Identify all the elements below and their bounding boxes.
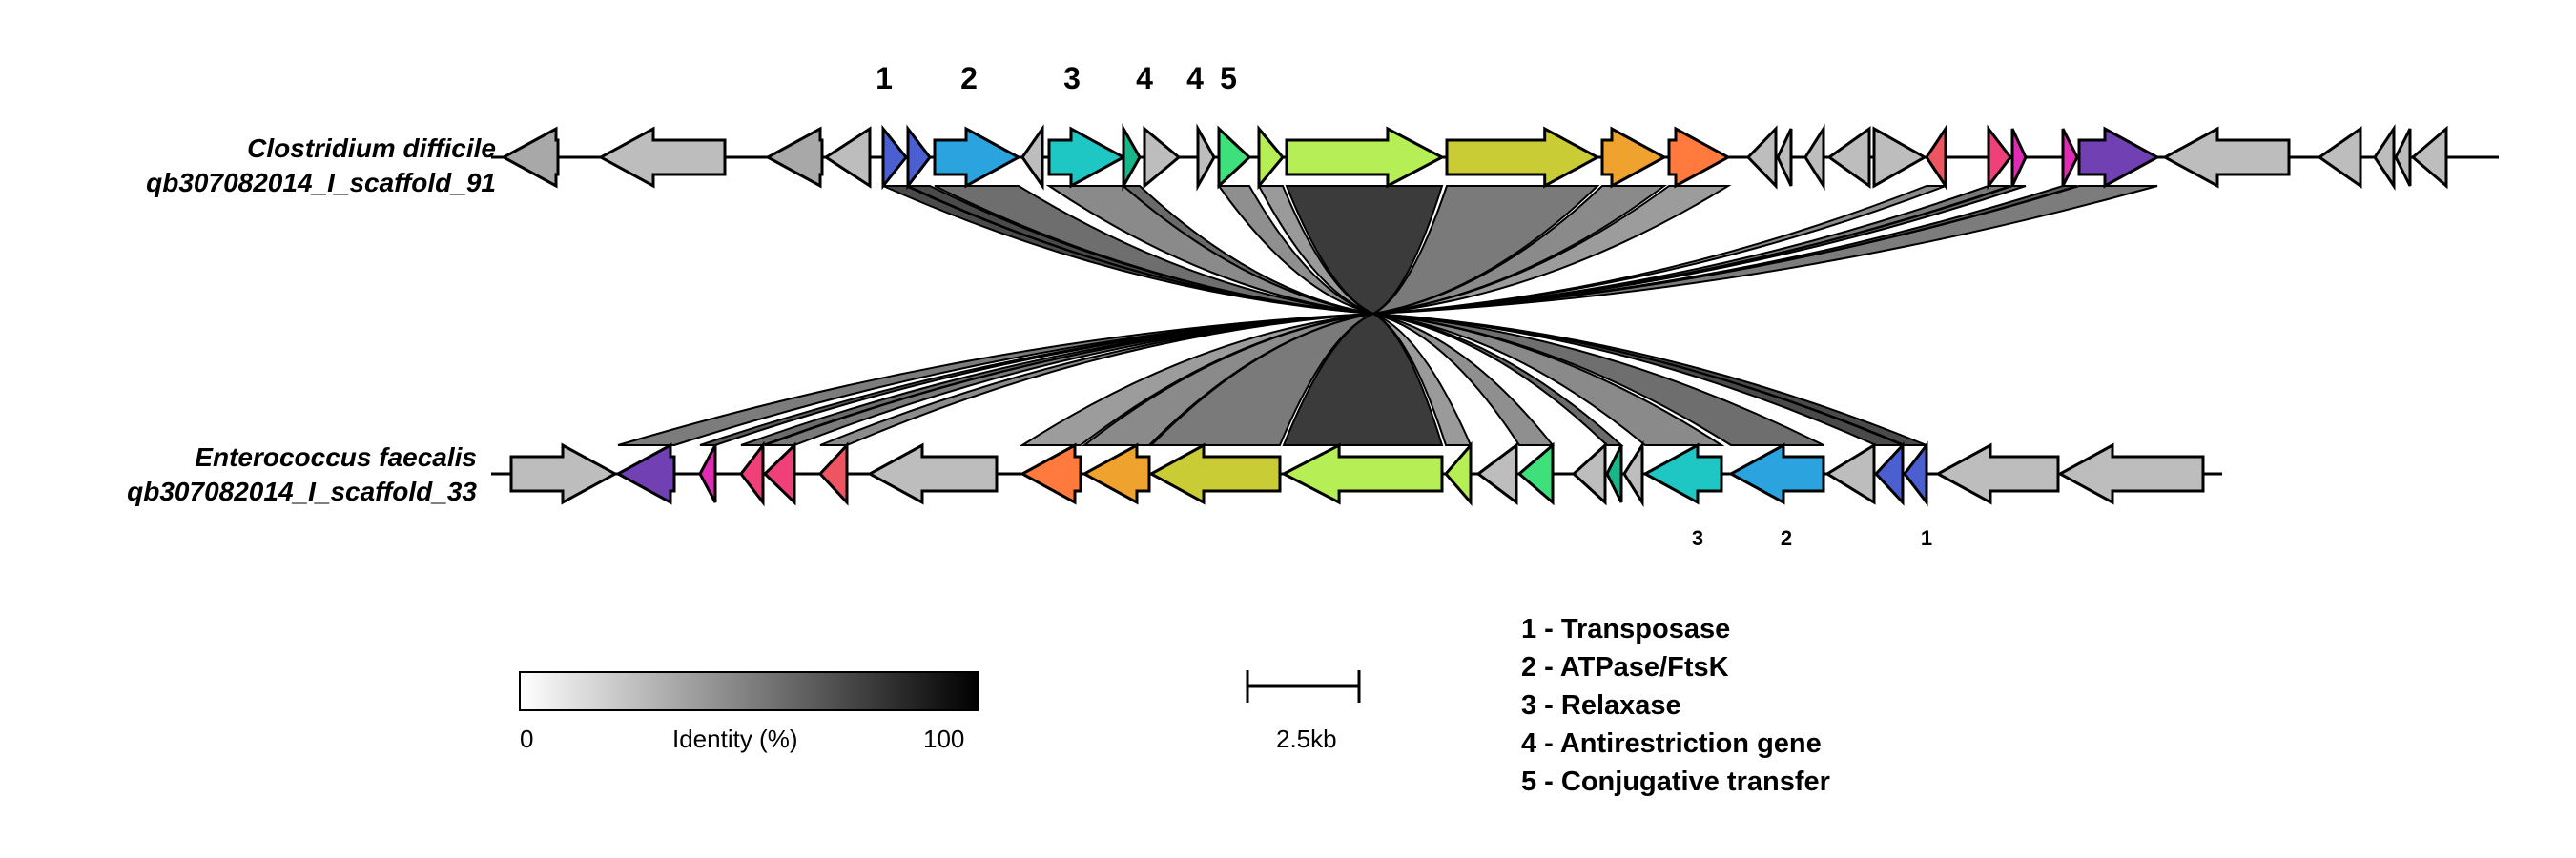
bottom-marker-label: 1	[1921, 526, 1932, 550]
gene-arrow	[1622, 439, 1644, 508]
gene-arrow	[739, 440, 765, 507]
colorbar-max-label: 100	[923, 725, 965, 753]
gene-arrow	[614, 442, 676, 505]
gene-arrow	[1445, 126, 1601, 189]
top-genome-scaffold: qb307082014_I_scaffold_91	[146, 168, 496, 197]
gene-arrow	[1196, 123, 1216, 192]
gene-arrow	[1803, 123, 1825, 192]
gene-arrow	[1934, 442, 2060, 505]
gene-arrow	[2410, 125, 2448, 190]
synteny-link	[1121, 185, 1624, 446]
gene-arrow	[1873, 441, 1905, 506]
identity-colorbar	[519, 671, 979, 711]
top-marker-label: 5	[1220, 61, 1237, 95]
gene-arrow	[2056, 442, 2205, 505]
synteny-link	[1282, 185, 1444, 446]
bottom-genome-label: Enterococcus faecalis qb307082014_I_scaf…	[38, 440, 477, 509]
gene-arrow	[906, 124, 932, 191]
top-genome-track	[491, 123, 2499, 192]
scale-bar-label: 2.5kb	[1276, 725, 1337, 753]
gene-arrow	[1903, 440, 1928, 507]
bottom-genome-track	[491, 439, 2222, 508]
synteny-link	[617, 185, 2158, 446]
gene-arrow	[500, 126, 560, 189]
legend-item-atpase: 2 - ATPase/FtsK	[1521, 652, 1729, 683]
gene-arrow	[1147, 442, 1282, 505]
bottom-genome-name: Enterococcus faecalis	[195, 442, 477, 472]
gene-arrow	[866, 442, 999, 505]
gene-arrow	[1475, 442, 1518, 505]
gene-arrow	[597, 126, 727, 189]
bottom-genome-scaffold: qb307082014_I_scaffold_33	[127, 477, 477, 506]
synteny-links	[617, 185, 2158, 446]
gene-arrow	[1826, 126, 1871, 189]
gene-arrow	[1516, 441, 1555, 506]
gene-arrow	[764, 126, 824, 189]
gene-arrow	[1020, 124, 1044, 191]
top-marker-label: 4	[1186, 61, 1204, 95]
top-genome-name: Clostridium difficile	[247, 133, 496, 163]
top-genome-label: Clostridium difficile qb307082014_I_scaf…	[57, 132, 496, 200]
gene-arrow	[1143, 125, 1182, 190]
gene-arrow	[1600, 126, 1668, 189]
synteny-link	[1019, 185, 1732, 446]
gene-arrow	[1872, 126, 1928, 189]
gene-arrow	[817, 441, 849, 506]
bottom-marker-label: 3	[1692, 526, 1703, 550]
gene-arrow	[1257, 124, 1285, 191]
legend-item-antirestriction: 4 - Antirestriction gene	[1521, 728, 1822, 759]
gene-arrow	[509, 442, 619, 505]
gene-legend: 1 - Transposase 2 - ATPase/FtsK 3 - Rela…	[1521, 610, 1830, 801]
gene-arrow	[2077, 126, 2161, 189]
gene-markers: 1 2 3 4 4 53 2 1	[876, 61, 1932, 550]
synteny-link	[819, 185, 1947, 446]
top-marker-label: 3	[1063, 61, 1081, 95]
top-marker-label: 4	[1136, 61, 1153, 95]
gene-arrow	[2394, 128, 2412, 187]
gene-arrow	[1987, 124, 2012, 191]
gene-arrow	[823, 126, 872, 189]
gene-arrow	[2161, 126, 2291, 189]
top-marker-label: 1	[876, 61, 893, 95]
gene-arrow	[1047, 126, 1127, 189]
legend-item-transposase: 1 - Transposase	[1521, 614, 1731, 644]
gene-arrow	[762, 441, 796, 506]
gene-arrow	[2373, 124, 2396, 191]
gene-arrow	[1727, 442, 1825, 505]
bottom-marker-label: 2	[1781, 526, 1792, 550]
gene-arrow	[1667, 126, 1732, 189]
synteny-link	[934, 185, 1824, 446]
gene-arrow	[1122, 123, 1142, 192]
gene-arrow	[2061, 128, 2079, 187]
gene-arrow	[1280, 442, 1444, 505]
gene-arrow	[1605, 444, 1623, 503]
gene-arrow	[1925, 124, 1947, 191]
gene-arrow	[2317, 126, 2362, 189]
scale-bar	[1246, 670, 1361, 703]
gene-arrow	[2010, 128, 2028, 187]
legend-item-relaxase: 3 - Relaxase	[1521, 690, 1681, 721]
gene-arrow	[1081, 442, 1151, 505]
gene-arrow	[881, 124, 908, 191]
gene-arrow	[1745, 125, 1778, 190]
colorbar-title: Identity (%)	[672, 725, 798, 753]
gene-arrow	[698, 444, 717, 503]
gene-arrow	[1824, 442, 1876, 505]
gene-arrow	[1444, 440, 1473, 507]
gene-arrow	[1641, 442, 1723, 505]
gene-arrow	[1571, 441, 1607, 506]
colorbar-min-label: 0	[520, 725, 534, 753]
gene-arrow	[1019, 442, 1082, 505]
top-marker-label: 2	[960, 61, 978, 95]
gene-arrow	[1217, 125, 1252, 190]
gene-arrow	[1285, 126, 1446, 189]
gene-arrow	[933, 126, 1022, 189]
legend-item-conjugative-transfer: 5 - Conjugative transfer	[1521, 766, 1830, 797]
gene-arrow	[1776, 128, 1793, 187]
synteny-link	[740, 185, 2027, 446]
